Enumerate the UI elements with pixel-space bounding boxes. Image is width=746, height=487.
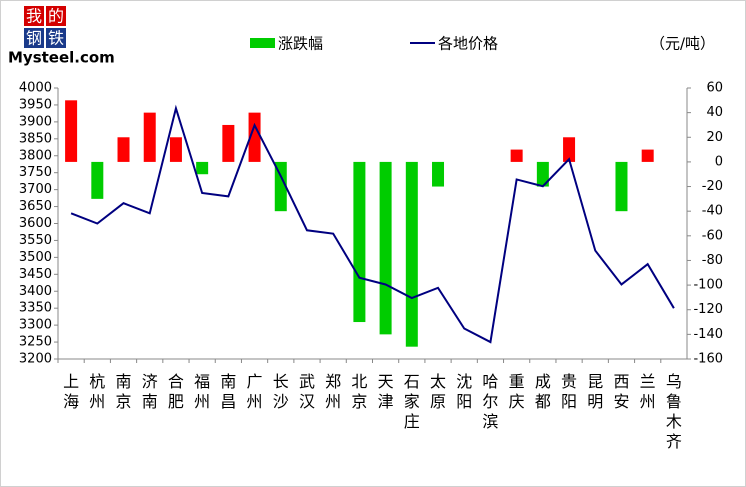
x-tick-label: 广州 bbox=[246, 372, 263, 411]
y2-tick-label: -40 bbox=[702, 204, 723, 219]
x-tick-label: 合肥 bbox=[167, 372, 184, 411]
y-tick-label: 3400 bbox=[19, 284, 52, 299]
logo-char: 铁 bbox=[48, 29, 64, 48]
y-tick-label: 3800 bbox=[19, 148, 52, 163]
bar bbox=[196, 161, 209, 175]
x-tick-label: 乌鲁木齐 bbox=[665, 372, 682, 451]
logo-box bbox=[24, 6, 44, 26]
bar bbox=[432, 161, 445, 187]
x-tick-label: 成都 bbox=[534, 372, 551, 411]
bar bbox=[222, 124, 235, 162]
x-tick-label: 西安 bbox=[613, 372, 630, 411]
y2-tick-label: 20 bbox=[706, 130, 723, 145]
logo-box bbox=[24, 28, 44, 48]
y-tick-label: 3950 bbox=[19, 97, 52, 112]
legend-label: 各地价格 bbox=[438, 35, 498, 53]
line bbox=[70, 104, 675, 344]
y2-tick-label: 60 bbox=[706, 81, 723, 96]
y2-tick-label: -80 bbox=[702, 253, 723, 268]
legend-label: 涨跌幅 bbox=[278, 35, 323, 53]
x-tick-label: 长沙 bbox=[272, 372, 289, 411]
x-tick-label: 南京 bbox=[115, 372, 132, 411]
x-tick-label: 杭州 bbox=[89, 372, 106, 411]
y-tick-label: 4000 bbox=[19, 81, 52, 96]
y-tick-label: 3450 bbox=[19, 267, 52, 282]
bar bbox=[536, 161, 549, 187]
bar bbox=[117, 137, 130, 162]
x-tick-label: 兰州 bbox=[639, 372, 656, 411]
y2-tick-label: -60 bbox=[702, 228, 723, 243]
bar bbox=[563, 137, 576, 162]
logo-char: 钢 bbox=[26, 29, 42, 48]
bar bbox=[274, 161, 287, 212]
x-tick-label: 福州 bbox=[194, 372, 211, 411]
x-tick-label: 北京 bbox=[351, 372, 368, 411]
logo-char: 的 bbox=[48, 7, 64, 26]
x-tick-label: 太原 bbox=[430, 372, 447, 411]
x-tick-label: 哈尔滨 bbox=[482, 372, 499, 431]
y2-tick-label: -100 bbox=[693, 278, 723, 293]
y-tick-label: 3250 bbox=[19, 335, 52, 350]
unit: （元/吨） bbox=[650, 35, 715, 53]
y-tick-label: 3350 bbox=[19, 301, 52, 316]
x-tick-label: 上海 bbox=[63, 372, 80, 411]
y2-tick-label: -140 bbox=[693, 327, 723, 342]
bar bbox=[143, 112, 156, 162]
bar bbox=[65, 100, 78, 162]
bar bbox=[169, 137, 182, 162]
x-tick-label: 济南 bbox=[141, 372, 158, 411]
y-tick-label: 3650 bbox=[19, 199, 52, 214]
bar bbox=[353, 161, 366, 323]
y-tick-label: 3600 bbox=[19, 216, 52, 231]
x-tick-label: 南昌 bbox=[220, 372, 237, 411]
y-tick-label: 3550 bbox=[19, 233, 52, 248]
logo-brand: Mysteel.com bbox=[8, 49, 115, 67]
y-tick-label: 3300 bbox=[19, 318, 52, 333]
bar bbox=[405, 161, 418, 347]
y2-tick-label: 0 bbox=[715, 154, 723, 169]
y-tick-label: 3750 bbox=[19, 165, 52, 180]
y2-tick-label: -20 bbox=[702, 179, 723, 194]
y-tick-label: 3500 bbox=[19, 250, 52, 265]
bar bbox=[615, 161, 628, 212]
bar bbox=[248, 112, 261, 162]
bar bbox=[510, 149, 523, 162]
bar bbox=[91, 161, 104, 199]
logo-char: 我 bbox=[26, 7, 42, 26]
y-tick-label: 3200 bbox=[19, 352, 52, 367]
x-tick-label: 石家庄 bbox=[403, 372, 420, 431]
x-tick-label: 沈阳 bbox=[456, 372, 473, 411]
x-tick-label: 武汉 bbox=[298, 372, 315, 411]
y-tick-label: 3900 bbox=[19, 114, 52, 129]
bar bbox=[379, 161, 392, 335]
x-tick-label: 贵阳 bbox=[561, 372, 578, 411]
logo-box bbox=[46, 28, 66, 48]
logo-box bbox=[46, 6, 66, 26]
legend-swatch bbox=[250, 38, 275, 48]
x-tick-label: 天津 bbox=[377, 372, 394, 411]
y2-tick-label: -160 bbox=[693, 352, 723, 367]
y-tick-label: 3700 bbox=[19, 182, 52, 197]
bar bbox=[641, 149, 654, 162]
y2-tick-label: 40 bbox=[706, 105, 723, 120]
x-tick-label: 昆明 bbox=[587, 372, 604, 411]
x-tick-label: 郑州 bbox=[325, 372, 342, 411]
y-tick-label: 3850 bbox=[19, 131, 52, 146]
x-tick-label: 重庆 bbox=[508, 372, 525, 411]
y2-tick-label: -120 bbox=[693, 302, 723, 317]
